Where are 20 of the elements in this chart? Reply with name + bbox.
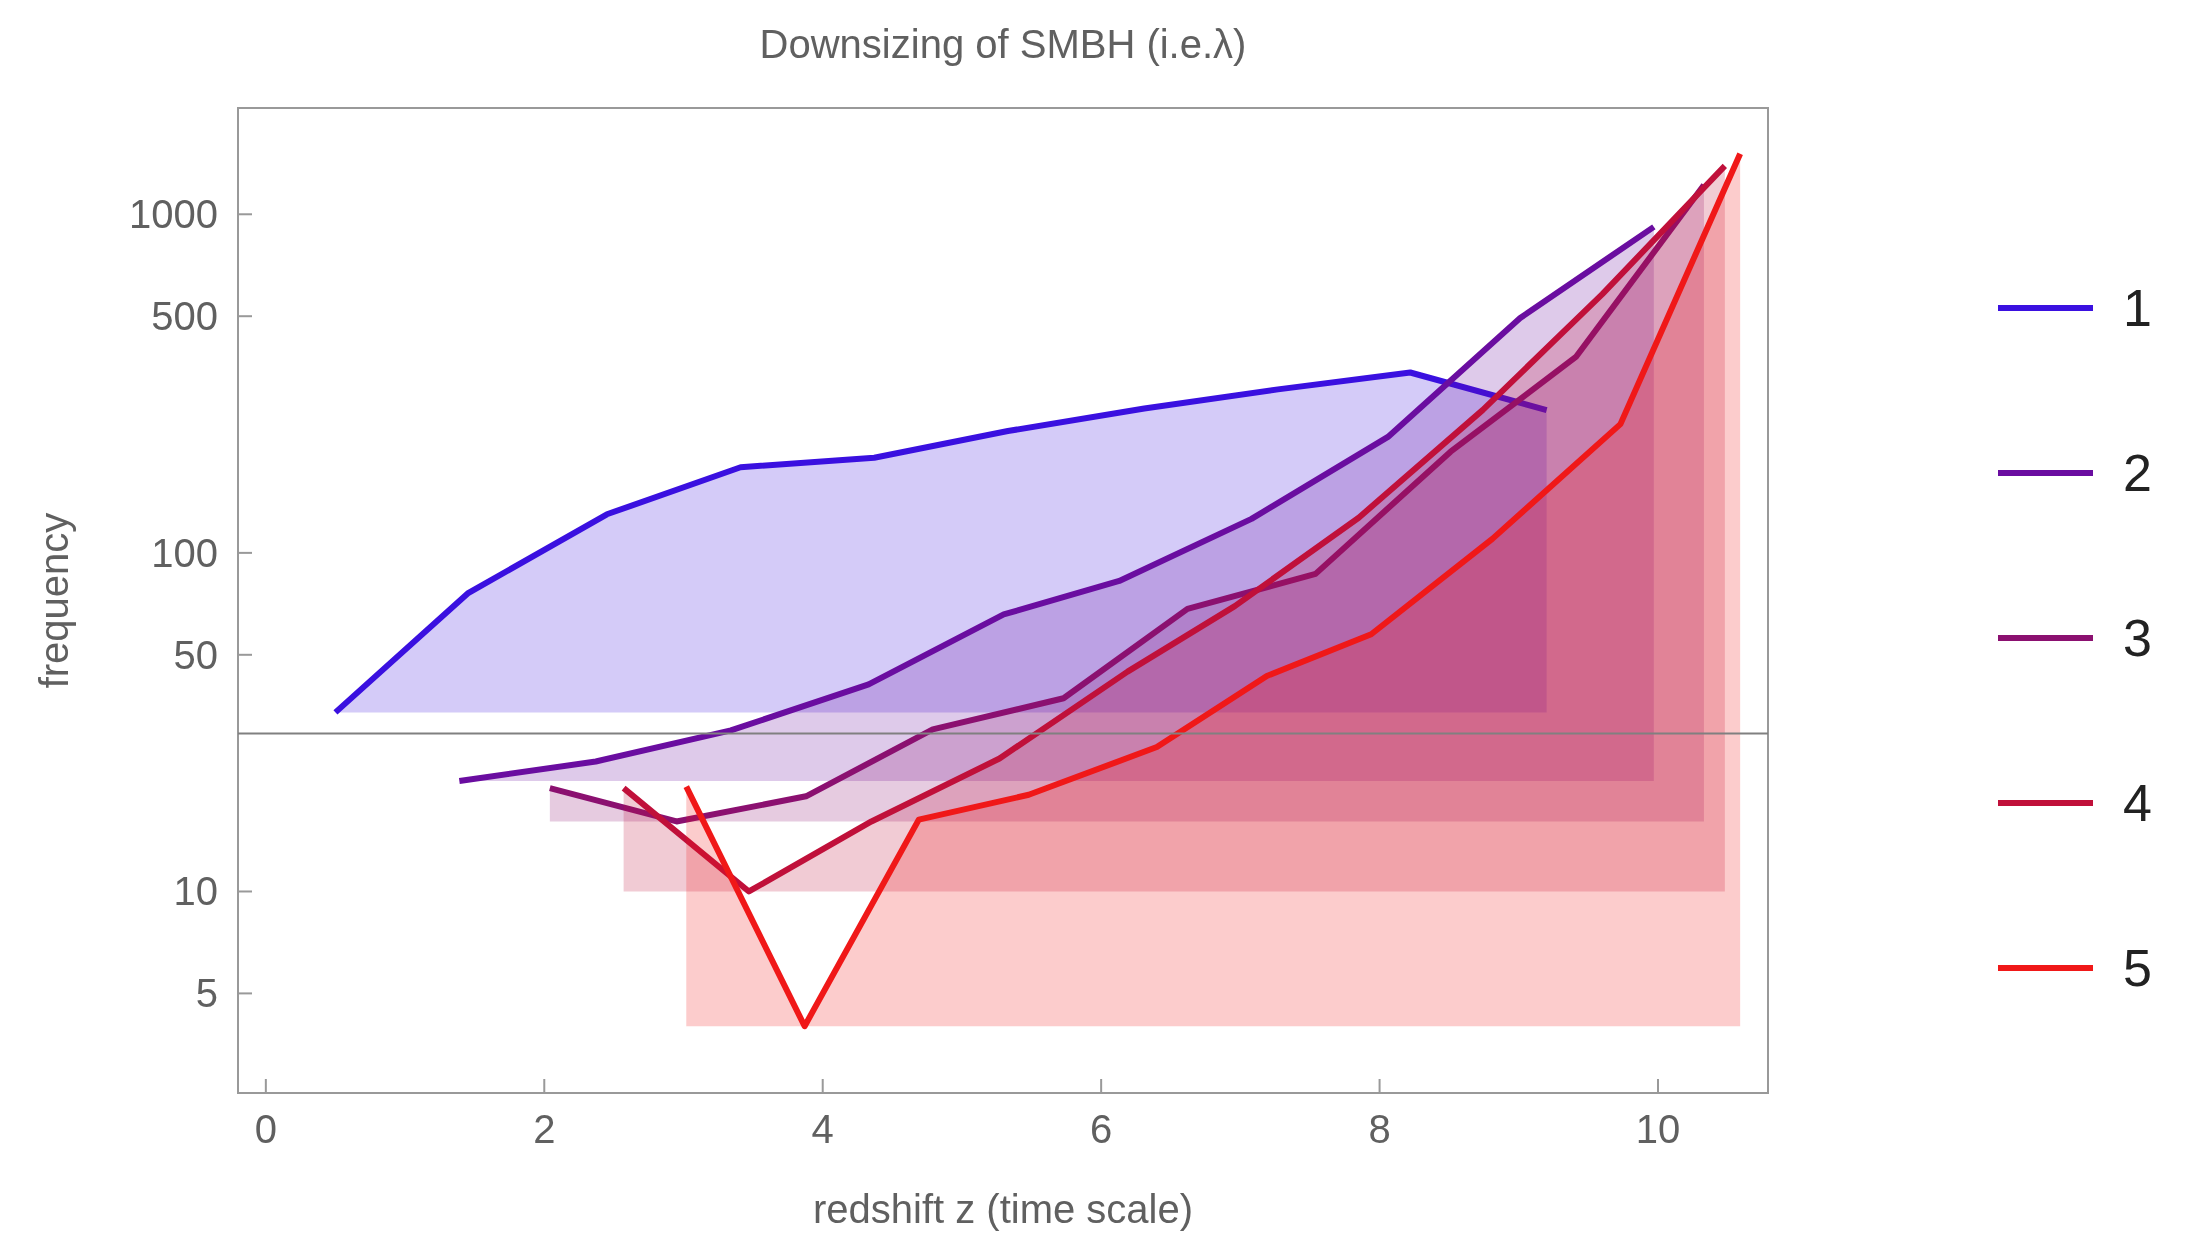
x-tick-label: 8: [1368, 1107, 1391, 1151]
x-axis-title: redshift z (time scale): [812, 1187, 1194, 1231]
legend-label: 5: [2123, 939, 2152, 997]
x-tick-label: 0: [254, 1107, 277, 1151]
y-tick-label: 10: [173, 869, 218, 914]
y-tick-label: 500: [151, 294, 218, 339]
y-tick-label: 1000: [129, 192, 218, 237]
y-tick-label: 50: [173, 632, 218, 677]
y-tick-label: 100: [151, 530, 218, 575]
legend-label: 1: [2123, 279, 2152, 337]
y-tick-label: 5: [195, 971, 218, 1016]
y-axis-title: frequency: [32, 512, 76, 689]
x-tick-label: 10: [1635, 1107, 1681, 1151]
legend-label: 3: [2123, 609, 2152, 667]
x-tick-label: 4: [811, 1107, 834, 1151]
x-tick-label: 2: [533, 1107, 556, 1151]
legend-label: 4: [2123, 774, 2152, 832]
chart-title: Downsizing of SMBH (i.e.λ): [759, 22, 1247, 66]
legend-label: 2: [2123, 444, 2152, 502]
x-tick-label: 6: [1090, 1107, 1113, 1151]
